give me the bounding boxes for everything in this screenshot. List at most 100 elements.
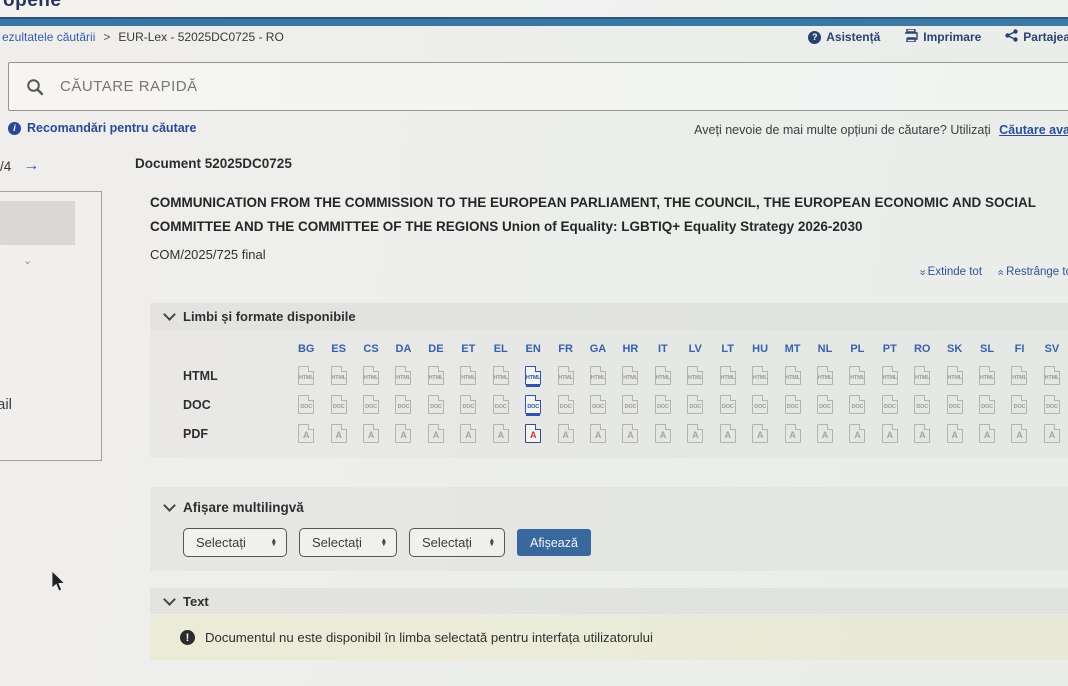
language-link-ro[interactable]: RO <box>913 343 931 355</box>
search-tips-row: i Recomandări pentru căutare Aveți nevoi… <box>0 121 1068 141</box>
language-link-ga[interactable]: GA <box>589 343 607 355</box>
language-link-nl[interactable]: NL <box>817 343 833 355</box>
language-link-lv[interactable]: LV <box>688 343 702 355</box>
share-label: Partajea <box>1023 30 1068 44</box>
header-actions: ? Asistență Imprimare Partajea <box>808 28 1068 45</box>
quick-search-input[interactable] <box>58 77 1068 96</box>
file-icon-glyph: DOC <box>332 403 345 410</box>
file-icon-doc-et: DOC <box>460 395 477 414</box>
multilingual-display-header[interactable]: Afișare multilingvă <box>150 487 1068 518</box>
document-reference: COM/2025/725 final <box>150 247 266 262</box>
file-icon-glyph: HTML <box>558 374 573 381</box>
language-select-1[interactable]: Selectați ▲ ▼ <box>183 528 287 557</box>
language-link-pl[interactable]: PL <box>850 343 865 355</box>
language-link-de[interactable]: DE <box>428 343 444 355</box>
file-icon-glyph: DOC <box>1046 403 1058 410</box>
collapse-all-button[interactable]: « Restrânge to <box>995 266 1068 278</box>
expand-all-label: Extinde tot <box>927 266 983 278</box>
language-link-pt[interactable]: PT <box>882 343 897 355</box>
text-section-title: Text <box>183 593 209 609</box>
language-link-et[interactable]: ET <box>461 343 476 355</box>
language-link-sv[interactable]: SV <box>1044 343 1060 355</box>
file-icon-html-nl: HTML <box>816 366 833 385</box>
format-row-html: HTML HTML HTML HTML HTML HTML HTML HTML HTML HTML… <box>150 361 1068 390</box>
file-icon-glyph: DOC <box>689 403 702 410</box>
file-icon-html-hr: HTML <box>622 366 639 385</box>
select-spinner-icon: ▲ ▼ <box>380 536 387 548</box>
file-icon-glyph: HTML <box>752 374 768 381</box>
language-link-en[interactable]: EN <box>525 343 541 355</box>
file-icon-glyph: A <box>951 430 958 440</box>
file-icon-doc-cs: DOC <box>363 395 380 414</box>
file-icon-glyph: HTML <box>331 374 346 381</box>
file-icon-glyph: HTML <box>493 374 509 381</box>
file-icon-doc-it: DOC <box>654 395 671 414</box>
file-icon-doc-pt: DOC <box>881 395 898 414</box>
file-icon-doc-en[interactable]: DOC <box>525 395 542 414</box>
format-label-html: HTML <box>183 368 218 383</box>
expand-all-button[interactable]: » Extinde tot <box>916 266 983 278</box>
language-link-sl[interactable]: SL <box>980 343 995 355</box>
file-icon-html-es: HTML <box>330 366 347 385</box>
language-select-3[interactable]: Selectați ▲ ▼ <box>409 528 505 557</box>
assistance-button[interactable]: ? Asistență <box>808 30 880 44</box>
languages-formats-header[interactable]: Limbi și formate disponibile <box>150 303 1068 330</box>
file-icon-glyph: DOC <box>624 403 637 410</box>
language-link-hu[interactable]: HU <box>752 343 769 355</box>
breadcrumb-link-search-results[interactable]: ezultatele căutării <box>2 30 96 44</box>
language-link-cs[interactable]: CS <box>363 343 379 355</box>
collapse-all-label: Restrânge to <box>1006 266 1068 278</box>
display-button[interactable]: Afișează <box>517 529 591 556</box>
file-icon-glyph: A <box>692 430 699 440</box>
file-icon-pdf-lt: A <box>719 424 736 443</box>
file-icon-doc-lt: DOC <box>719 395 736 414</box>
file-icon-html-pt: HTML <box>881 366 898 385</box>
language-link-lt[interactable]: LT <box>721 343 734 355</box>
advanced-search-link[interactable]: Căutare ava <box>999 123 1068 137</box>
header-divider-bar <box>0 17 1068 26</box>
share-side-panel: ⌄ ail <box>0 191 102 461</box>
language-link-es[interactable]: ES <box>331 343 346 355</box>
file-icon-doc-hr: DOC <box>622 395 639 414</box>
language-link-mt[interactable]: MT <box>784 343 801 355</box>
language-link-it[interactable]: IT <box>657 343 668 355</box>
language-link-bg[interactable]: BG <box>297 343 315 355</box>
language-select-2[interactable]: Selectați ▲ ▼ <box>299 528 397 557</box>
language-link-sk[interactable]: SK <box>947 343 963 355</box>
file-icon-pdf-en[interactable]: A <box>525 424 542 443</box>
file-icon-pdf-hu: A <box>752 424 769 443</box>
format-label-pdf: PDF <box>183 426 208 441</box>
multilingual-display-section: Afișare multilingvă Selectați ▲ ▼ Selecta… <box>150 487 1068 571</box>
file-icon-glyph: A <box>659 430 667 440</box>
info-icon: i <box>8 121 21 135</box>
language-link-el[interactable]: EL <box>493 343 508 355</box>
file-icon-doc-bg: DOC <box>298 395 315 414</box>
email-option-label[interactable]: ail <box>0 396 13 413</box>
file-icon-glyph: DOC <box>527 403 539 410</box>
file-icon-pdf-mt: A <box>784 424 801 443</box>
expand-collapse-controls: » Extinde tot « Restrânge to <box>916 266 1068 278</box>
share-button[interactable]: Partajea <box>1005 29 1068 45</box>
next-result-arrow-icon[interactable]: → <box>23 157 40 174</box>
language-select-2-value: Selectați <box>312 535 362 550</box>
language-link-hr[interactable]: HR <box>622 343 639 355</box>
file-icon-html-en[interactable]: HTML <box>525 366 542 385</box>
file-icon-pdf-el: A <box>492 424 509 443</box>
file-icon-pdf-lv: A <box>687 424 704 443</box>
language-link-fi[interactable]: FI <box>1014 343 1025 355</box>
file-icon-doc-lv: DOC <box>687 395 704 414</box>
print-button[interactable]: Imprimare <box>904 28 981 45</box>
language-link-da[interactable]: DA <box>395 343 412 355</box>
file-icon-pdf-it: A <box>654 424 671 443</box>
search-recommendations-link[interactable]: i Recomandări pentru căutare <box>8 121 197 135</box>
file-icon-doc-nl: DOC <box>816 395 833 414</box>
file-icon-glyph: A <box>854 430 861 440</box>
file-icon-glyph: HTML <box>882 374 898 381</box>
file-icon-html-sk: HTML <box>946 366 963 385</box>
file-icon-glyph: A <box>821 430 829 440</box>
text-section-header[interactable]: Text <box>150 588 1068 614</box>
file-icon-pdf-da: A <box>395 424 412 443</box>
language-link-fr[interactable]: FR <box>558 343 573 355</box>
file-icon-glyph: HTML <box>979 374 995 381</box>
quick-search-box[interactable] <box>8 62 1068 111</box>
